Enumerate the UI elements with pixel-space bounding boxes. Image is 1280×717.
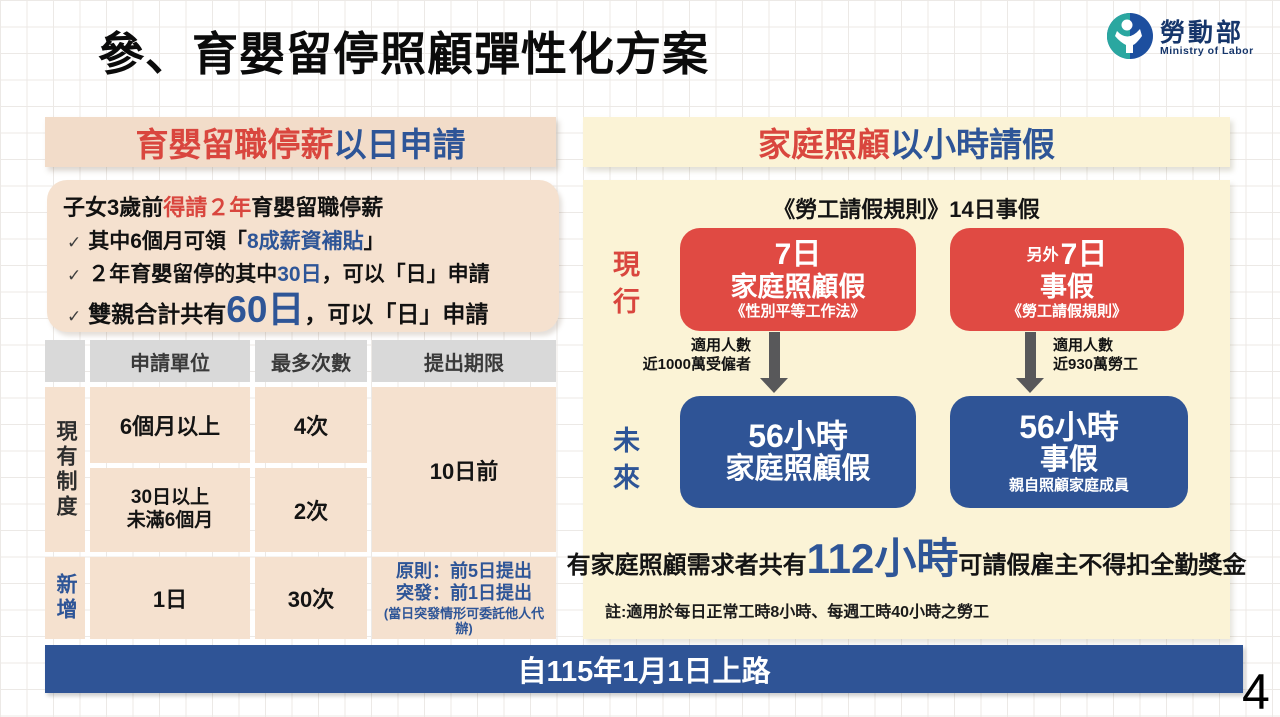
table-group-new: 新增 <box>45 557 85 639</box>
personal-leave-future-box: 56小時 事假 親自照顧家庭成員 <box>950 396 1188 508</box>
applicability-note: 註:適用於每日正常工時8小時、每週工時40小時之勞工 <box>605 604 990 621</box>
intro-title-line: 子女3歲前得請２年育嬰留職停薪 <box>63 190 545 222</box>
bullet3-blue: 60日 <box>226 289 305 330</box>
ministry-logo-icon <box>1106 12 1154 65</box>
table-cell-r3c1: 1日 <box>90 557 250 639</box>
down-arrow-icon <box>1016 332 1044 393</box>
left-header-blue-text: 以日申請 <box>333 126 466 163</box>
page-number: 4 <box>1242 664 1270 717</box>
arrow-right-label: 適用人數 近930萬勞工 <box>1053 337 1139 373</box>
intro-title-pre: 子女3歲前 <box>63 195 164 220</box>
bullet1-pre: 其中6個月可領「 <box>88 230 247 253</box>
bullet2-blue: 30日 <box>277 263 322 286</box>
table-header-times: 最多次數 <box>255 340 367 382</box>
table-header-unit: 申請單位 <box>90 340 250 382</box>
bullet3-post: ，可以「日」申請 <box>304 301 489 327</box>
table-cell-r2c2: 2次 <box>255 468 367 552</box>
right-header-blue-text: 以小時請假 <box>890 126 1055 163</box>
bullet3-pre: 雙親合計共有 <box>88 301 227 327</box>
stage-label-current: 現行 <box>609 250 639 324</box>
logo-name: 勞動部 <box>1160 18 1245 47</box>
table-corner-cell <box>45 340 85 382</box>
intro-title-red: 得請２年 <box>163 195 252 220</box>
family-care-leave-future-box: 56小時 家庭照顧假 <box>680 396 916 508</box>
intro-bullet-2: ✓ ２年育嬰留停的其中 30日 ，可以「日」申請 <box>63 258 545 288</box>
bullet1-post: 」 <box>363 230 385 253</box>
check-icon: ✓ <box>67 233 82 252</box>
bullet2-pre: ２年育嬰留停的其中 <box>88 263 278 286</box>
table-cell-r3c2: 30次 <box>255 557 367 639</box>
total-hours-value: 112小時 <box>806 535 959 582</box>
intro-bullet-1: ✓ 其中6個月可領「 8成薪資補貼」 <box>63 225 545 255</box>
table-header-deadline: 提出期限 <box>372 340 556 382</box>
bullet2-post: ，可以「日」申請 <box>321 263 490 286</box>
ministry-logo: 勞動部 Ministry of Labor <box>1106 12 1254 65</box>
ministry-logo-text: 勞動部 Ministry of Labor <box>1160 20 1254 57</box>
table-cell-r2c1: 30日以上 未滿6個月 <box>90 468 250 552</box>
right-panel-header: 家庭照顧 以小時請假 <box>583 117 1230 167</box>
bullet1-blue: 8成薪資補貼 <box>246 230 364 253</box>
table-cell-r1c2: 4次 <box>255 387 367 463</box>
intro-bullet-3: ✓ 雙親合計共有 60日 ，可以「日」申請 <box>63 291 545 329</box>
stage-label-future: 未來 <box>609 426 639 500</box>
check-icon: ✓ <box>67 266 82 285</box>
right-panel-body: 《勞工請假規則》14日事假 現行 未來 7日 家庭照顧假 《性別平等工作法》 另… <box>566 180 1247 639</box>
left-panel-intro-box: 子女3歲前得請２年育嬰留職停薪 ✓ 其中6個月可領「 8成薪資補貼」 ✓ ２年育嬰… <box>47 180 559 332</box>
logo-subtitle: Ministry of Labor <box>1160 45 1254 58</box>
left-header-red-text: 育嬰留職停薪 <box>135 126 334 163</box>
right-header-red-text: 家庭照顧 <box>758 126 890 163</box>
left-panel-header: 育嬰留職停薪 以日申請 <box>45 117 556 167</box>
personal-leave-current-box: 另外7日 事假 《勞工請假規則》 <box>950 228 1184 331</box>
right-panel-subtitle: 《勞工請假規則》14日事假 <box>773 197 1040 222</box>
arrow-left-label: 適用人數 近1000萬受僱者 <box>642 337 751 373</box>
table-cell-r1c1: 6個月以上 <box>90 387 250 463</box>
table-cell-deadline-existing: 10日前 <box>372 387 556 552</box>
table-group-existing: 現有制度 <box>45 387 85 552</box>
table-cell-deadline-new: 原則：前5日提出 突發：前1日提出 (當日突發情形可委託他人代辦) <box>372 557 556 639</box>
intro-title-post: 育嬰留職停薪 <box>251 195 384 220</box>
effective-date-banner: 自115年1月1日上路 <box>45 645 1243 693</box>
check-icon: ✓ <box>67 307 82 326</box>
total-hours-summary: 有家庭照顧需求者共有 112小時 可請假雇主不得扣全勤獎金 <box>566 535 1247 582</box>
page-title: 參、育嬰留停照顧彈性化方案 <box>98 28 709 80</box>
down-arrow-icon <box>760 332 788 393</box>
family-care-leave-current-box: 7日 家庭照顧假 《性別平等工作法》 <box>680 228 916 331</box>
application-rules-table: 申請單位 最多次數 提出期限 現有制度 6個月以上 4次 10日前 30日以上 … <box>45 340 556 639</box>
